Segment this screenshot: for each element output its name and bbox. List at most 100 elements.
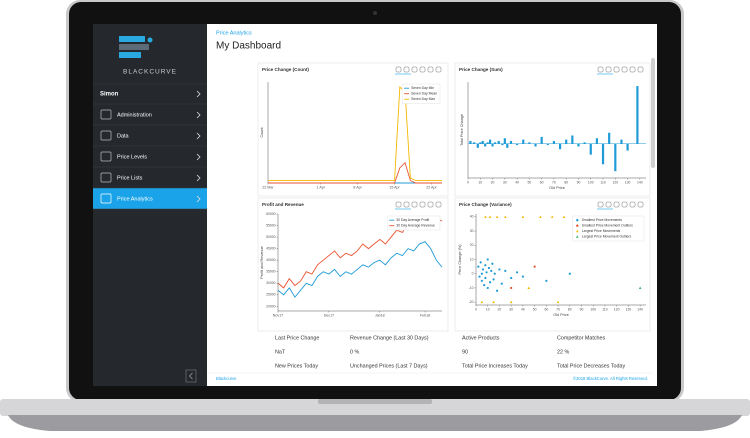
toolbar-button[interactable] xyxy=(605,201,612,208)
chart-title: Price Change (Variance) xyxy=(459,202,512,207)
legend-label[interactable]: Seven Day Max xyxy=(411,97,435,101)
toolbar-button[interactable] xyxy=(403,201,410,208)
chart-title: Profit and Revenue xyxy=(262,202,304,207)
toolbar-button[interactable] xyxy=(435,201,442,208)
y-axis-label: Total Price Change xyxy=(460,114,464,146)
stat-text: Revenue Change (Last 30 Days) xyxy=(350,335,429,341)
bar xyxy=(577,143,580,147)
bar xyxy=(558,143,562,150)
toolbar-button[interactable] xyxy=(629,66,636,73)
legend-label[interactable]: 30 Day Average Profit xyxy=(396,218,429,222)
toolbar-button[interactable] xyxy=(411,66,418,73)
toolbar-button[interactable] xyxy=(613,66,620,73)
stat-text: New Prices Today xyxy=(275,363,318,369)
scatter-point xyxy=(487,266,490,270)
toolbar-button[interactable] xyxy=(395,201,402,208)
scrollbar[interactable] xyxy=(651,58,655,168)
toolbar-button[interactable] xyxy=(621,66,628,73)
scatter-point xyxy=(495,215,499,218)
scatter-point xyxy=(510,276,513,280)
legend-label[interactable]: Largest Price Movement Outliers xyxy=(582,235,632,239)
scatter-point xyxy=(510,286,513,290)
legend-label[interactable]: Smallest Price Movement Outliers xyxy=(582,224,633,228)
line-series xyxy=(268,86,442,181)
x-tick-label: 0 xyxy=(467,180,469,184)
legend-label[interactable]: Smallest Price Movements xyxy=(582,218,622,222)
legend-label[interactable]: 30 Day Average Revenue xyxy=(396,224,435,228)
menu-item[interactable]: Price Levels xyxy=(117,154,147,160)
toolbar-button[interactable] xyxy=(411,201,418,208)
x-tick-label: 40 xyxy=(521,307,525,311)
y-axis-label: Profit and Revenue xyxy=(260,246,264,279)
x-axis-label: Old Price xyxy=(549,186,565,190)
x-tick-label: 130 xyxy=(626,307,632,311)
bar xyxy=(516,143,519,146)
toolbar-button[interactable] xyxy=(613,201,620,208)
stat-text: Unchanged Prices (Last 7 Days) xyxy=(350,363,428,369)
chart-panel xyxy=(257,62,449,197)
bar xyxy=(620,139,623,144)
breadcrumb[interactable]: Price Analytics xyxy=(216,30,252,36)
bar xyxy=(506,143,509,148)
line-series xyxy=(268,161,442,184)
scatter-point xyxy=(496,289,499,292)
scatter-point xyxy=(527,286,531,289)
toolbar-button[interactable] xyxy=(427,201,434,208)
toolbar-button[interactable] xyxy=(597,66,604,73)
toolbar-button[interactable] xyxy=(403,66,410,73)
x-tick-label: Feb18 xyxy=(420,313,430,317)
collapse-icon xyxy=(189,372,193,380)
toolbar-button[interactable] xyxy=(435,66,442,73)
stat-text: Competitor Matches xyxy=(557,335,606,341)
menu-item[interactable]: Price Analytics xyxy=(117,196,153,202)
x-tick-label: 90 xyxy=(577,180,581,184)
toolbar-button[interactable] xyxy=(395,66,402,73)
scatter-point xyxy=(477,265,480,268)
toolbar-button[interactable] xyxy=(427,66,434,73)
legend-swatch xyxy=(576,224,579,227)
bar xyxy=(469,140,472,144)
user-name[interactable]: Simon xyxy=(100,92,119,98)
collapse-button[interactable] xyxy=(185,369,197,383)
bar xyxy=(497,140,500,144)
x-tick-label: 140 xyxy=(637,180,643,184)
menu-item[interactable]: Data xyxy=(117,133,130,139)
stat-text: Last Price Change xyxy=(275,335,319,341)
scatter-point xyxy=(539,215,542,218)
menu-item[interactable]: Administration xyxy=(117,112,152,118)
toolbar-button[interactable] xyxy=(637,201,644,208)
menu-item[interactable]: Price Lists xyxy=(117,175,143,181)
toolbar-button[interactable] xyxy=(637,66,644,73)
stat-text: 0 % xyxy=(350,349,359,355)
legend-label[interactable]: Seven Day Min xyxy=(411,86,434,90)
legend-label[interactable]: Largest Price Movements xyxy=(582,229,621,233)
toolbar-button[interactable] xyxy=(597,201,604,208)
scatter-point xyxy=(492,278,495,281)
y-tick-label: 50000 xyxy=(266,235,276,239)
y-tick-label: -20 xyxy=(469,300,474,304)
scatter-point xyxy=(521,215,525,218)
footer-left[interactable]: Blackcurve xyxy=(216,376,237,381)
logo-bar xyxy=(119,52,141,58)
toolbar-button[interactable] xyxy=(419,66,426,73)
toolbar-button[interactable] xyxy=(605,66,612,73)
chart-title: Price Change (Sum) xyxy=(459,67,503,72)
bar xyxy=(565,139,568,144)
x-tick-label: 15 Apr xyxy=(389,185,400,189)
menu-icon xyxy=(100,151,112,162)
laptop-base-bottom xyxy=(8,415,742,431)
toolbar-button[interactable] xyxy=(621,201,628,208)
menu-icon xyxy=(100,130,112,141)
scatter-point xyxy=(479,261,482,264)
scatter-point xyxy=(556,300,560,304)
legend-label[interactable]: Seven Day Mean xyxy=(411,92,437,96)
toolbar-button[interactable] xyxy=(419,201,426,208)
legend xyxy=(572,215,645,242)
stat-text: NaT xyxy=(275,349,286,355)
bar xyxy=(636,86,639,144)
scatter-point xyxy=(480,272,483,275)
scatter-point xyxy=(550,215,554,218)
menu-icon xyxy=(100,109,112,120)
toolbar-button[interactable] xyxy=(629,201,636,208)
bar xyxy=(528,142,531,144)
